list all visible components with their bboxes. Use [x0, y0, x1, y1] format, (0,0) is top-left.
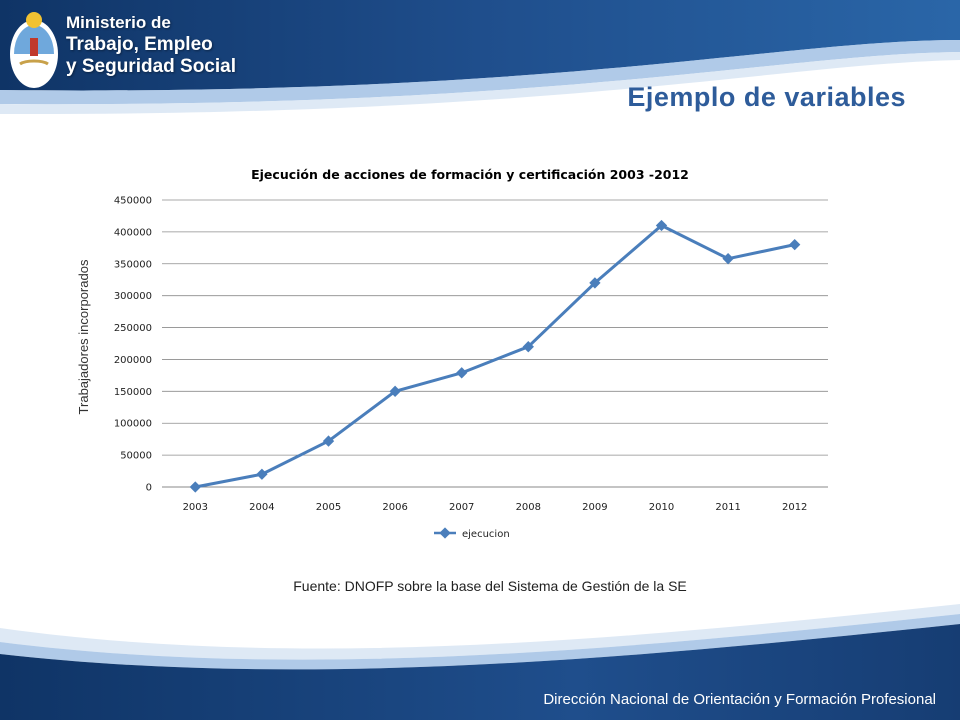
data-point — [789, 238, 801, 251]
y-tick-label: 0 — [146, 483, 152, 494]
chart-legend: ejecucion — [434, 527, 510, 540]
ministry-name-line1: Ministerio de — [66, 13, 171, 32]
slide-title: Ejemplo de variables — [627, 82, 906, 112]
data-point — [389, 385, 401, 397]
data-point — [722, 253, 734, 265]
y-axis-label: Trabajadores incorporados — [76, 259, 91, 414]
y-tick-label: 400000 — [114, 227, 152, 238]
x-tick-label: 2012 — [782, 502, 807, 513]
y-tick-label: 50000 — [120, 451, 152, 462]
ministry-name-line3: y Seguridad Social — [66, 56, 236, 77]
x-tick-label: 2008 — [516, 502, 541, 513]
series-layer — [189, 219, 801, 493]
footer-banner — [0, 604, 960, 720]
line-chart: Ejecución de acciones de formación y cer… — [76, 167, 828, 540]
x-tick-label: 2007 — [449, 502, 474, 513]
data-point — [589, 277, 601, 289]
y-axis-ticks: 0 50000 100000 150000 200000 250000 300000 3500… — [114, 196, 152, 494]
footer-text: Dirección Nacional de Orientación y Form… — [543, 691, 936, 708]
x-tick-label: 2009 — [582, 502, 607, 513]
ministry-name-line2: Trabajo, Empleo — [66, 34, 213, 55]
x-tick-label: 2010 — [649, 502, 674, 513]
ministry-name: Ministerio de Trabajo, Empleo y Segurida… — [66, 12, 236, 78]
data-point — [522, 341, 534, 353]
data-point — [322, 435, 335, 447]
national-coat-of-arms-icon — [10, 12, 58, 88]
chart-title: Ejecución de acciones de formación y cer… — [251, 167, 689, 182]
y-tick-label: 350000 — [114, 259, 152, 270]
chart-gridlines — [162, 199, 828, 488]
legend-marker-ejecucion — [439, 527, 451, 539]
x-tick-label: 2004 — [249, 502, 274, 513]
x-tick-label: 2003 — [183, 502, 208, 513]
slide-header: Ministerio de Trabajo, Empleo y Segurida… — [0, 0, 960, 125]
y-tick-label: 450000 — [114, 196, 152, 207]
y-tick-label: 150000 — [114, 387, 152, 398]
x-tick-label: 2006 — [382, 502, 407, 513]
y-tick-label: 250000 — [114, 323, 152, 334]
y-tick-label: 100000 — [114, 419, 152, 430]
x-axis-ticks: 2003 2004 2005 2006 2007 2008 2009 2010 2011 2012 — [183, 502, 808, 513]
series-line-ejecucion — [195, 224, 796, 489]
source-note: Fuente: DNOFP sobre la base del Sistema … — [293, 578, 687, 594]
y-tick-label: 200000 — [114, 355, 152, 366]
slide-footer: Dirección Nacional de Orientación y Form… — [0, 600, 960, 720]
data-point — [456, 367, 468, 379]
x-tick-label: 2011 — [715, 502, 740, 513]
data-point — [189, 481, 201, 493]
x-tick-label: 2005 — [316, 502, 341, 513]
data-point — [256, 468, 268, 480]
header-banner — [0, 0, 960, 115]
y-tick-label: 300000 — [114, 291, 152, 302]
chart-container: Ejecución de acciones de formación y cer… — [0, 150, 960, 570]
legend-label-ejecucion: ejecucion — [462, 529, 510, 540]
